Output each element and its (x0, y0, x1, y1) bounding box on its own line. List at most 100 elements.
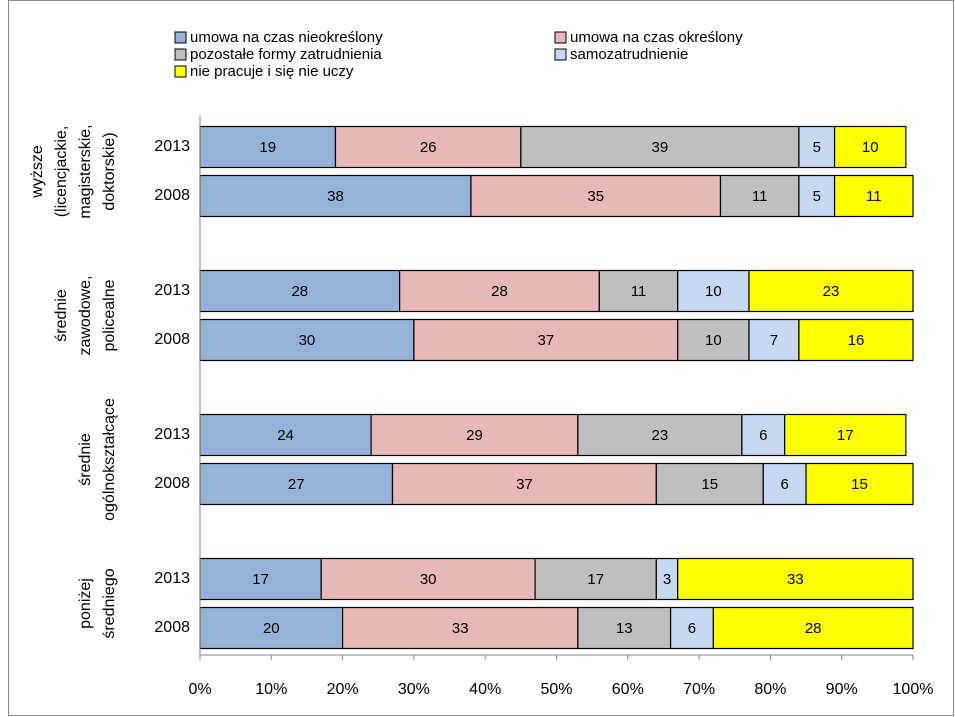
group-label: poniżej (77, 578, 94, 629)
bar-segment (470, 174, 722, 218)
x-tick-label: 20% (327, 681, 359, 698)
x-tick-label: 60% (612, 681, 644, 698)
bar-segment (677, 557, 914, 601)
bar-segment (334, 125, 522, 169)
x-tick-label: 100% (893, 681, 934, 698)
group-label: policealne (101, 279, 118, 351)
group-label: zawodowe, (77, 275, 94, 355)
legend-label: samozatrudnienie (570, 46, 688, 63)
bar-segment (719, 174, 800, 218)
value-label: 16 (848, 332, 865, 349)
legend-swatch (554, 48, 567, 61)
x-tick-label: 70% (683, 681, 715, 698)
value-label: 5 (813, 139, 821, 156)
bar-segment (798, 174, 836, 218)
value-label: 17 (837, 427, 854, 444)
value-label: 27 (288, 476, 305, 493)
legend-swatch (174, 48, 187, 61)
x-tick-label: 90% (826, 681, 858, 698)
value-label: 38 (327, 188, 344, 205)
y-tick-label: 2008 (154, 187, 190, 204)
x-tick-label: 0% (188, 681, 211, 698)
value-label: 11 (866, 188, 882, 205)
value-label: 24 (277, 427, 294, 444)
value-label: 30 (299, 332, 316, 349)
value-label: 39 (652, 139, 669, 156)
value-label: 7 (770, 332, 778, 349)
x-tick-label: 10% (255, 681, 287, 698)
value-label: 33 (787, 571, 804, 588)
value-label: 10 (705, 283, 722, 300)
bar-segment (677, 318, 750, 362)
value-label: 19 (259, 139, 276, 156)
value-label: 10 (862, 139, 879, 156)
value-label: 20 (263, 620, 280, 637)
value-label: 30 (420, 571, 437, 588)
value-label: 10 (705, 332, 722, 349)
x-tick-label: 80% (754, 681, 786, 698)
value-label: 6 (780, 476, 788, 493)
bar-segment (577, 606, 672, 650)
bar-segment (199, 269, 401, 313)
value-label: 23 (652, 427, 669, 444)
y-tick-label: 2013 (154, 282, 190, 299)
bar-segment (199, 413, 372, 457)
value-label: 3 (663, 571, 671, 588)
x-tick-label: 40% (469, 681, 501, 698)
bar-segment (798, 125, 836, 169)
bar-segment (669, 606, 714, 650)
bar-segment (399, 269, 600, 313)
legend-label: umowa na czas nieokreślony (190, 29, 383, 46)
value-label: 13 (616, 620, 633, 637)
bar-segment (199, 462, 394, 506)
x-tick-label: 50% (540, 681, 572, 698)
y-tick-label: 2013 (154, 138, 190, 155)
legend-label: umowa na czas określony (570, 29, 743, 46)
bar-segment (784, 413, 907, 457)
y-tick-label: 2013 (154, 570, 190, 587)
bar-segment (833, 125, 907, 169)
value-label: 28 (805, 620, 822, 637)
bar-segment (712, 606, 914, 650)
bar-segment (370, 413, 579, 457)
value-label: 6 (759, 427, 767, 444)
value-label: 6 (688, 620, 696, 637)
bar-segment (391, 462, 657, 506)
group-label: średnie (77, 433, 94, 486)
bar-segment (342, 606, 579, 650)
value-label: 28 (291, 283, 308, 300)
value-label: 15 (851, 476, 868, 493)
bar-segment (598, 269, 679, 313)
bar-segment (199, 174, 472, 218)
group-label: doktorskie) (101, 132, 118, 210)
group-label: wyższe (29, 145, 46, 199)
y-tick-label: 2008 (154, 331, 190, 348)
group-label: średniego (101, 568, 118, 638)
value-label: 17 (252, 571, 269, 588)
value-label: 29 (466, 427, 483, 444)
value-label: 5 (813, 188, 821, 205)
group-label: ogólnokształcące (101, 398, 118, 521)
bar-segment (199, 125, 337, 169)
bar-segment (798, 318, 914, 362)
value-label: 11 (752, 188, 768, 205)
value-label: 37 (537, 332, 554, 349)
y-tick-label: 2008 (154, 619, 190, 636)
y-tick-label: 2013 (154, 426, 190, 443)
bar-segment (741, 413, 786, 457)
legend-swatch (174, 31, 187, 44)
legend-label: pozostałe formy zatrudnienia (190, 46, 382, 63)
bar-segment (833, 174, 914, 218)
value-label: 17 (587, 571, 604, 588)
x-tick-label: 30% (398, 681, 430, 698)
value-label: 15 (701, 476, 718, 493)
value-label: 35 (587, 188, 604, 205)
bar-segment (805, 462, 914, 506)
y-tick-label: 2008 (154, 475, 190, 492)
value-label: 11 (631, 283, 647, 300)
legend-label: nie pracuje i się nie uczy (190, 63, 354, 80)
value-label: 28 (491, 283, 508, 300)
bar-segment (413, 318, 679, 362)
group-label: (licencjackie, (53, 126, 70, 218)
